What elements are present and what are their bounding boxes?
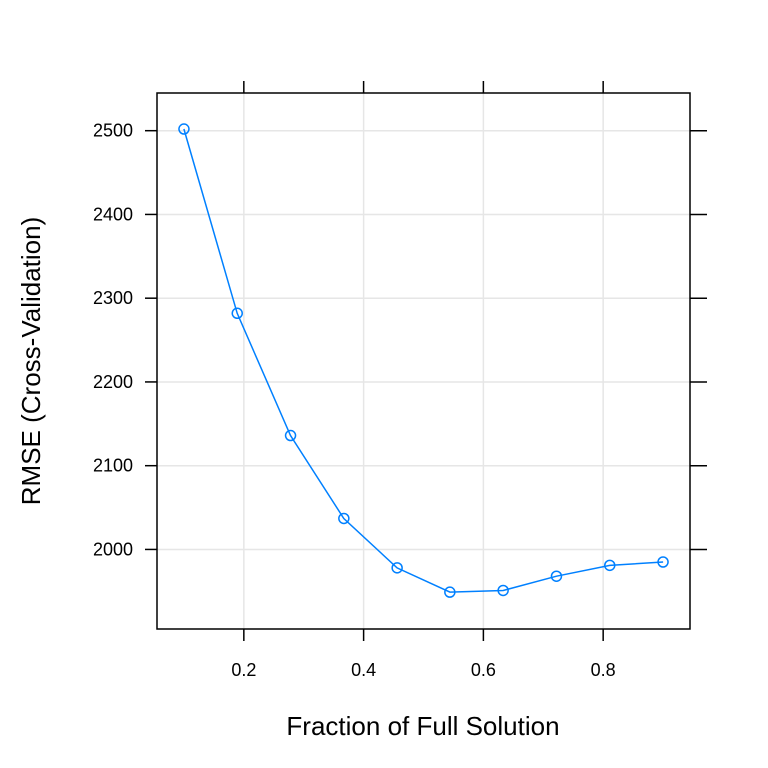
y-tick-label: 2200 bbox=[93, 372, 133, 392]
data-point bbox=[444, 586, 456, 598]
data-point bbox=[231, 307, 243, 320]
x-tick-label: 0.4 bbox=[351, 660, 376, 680]
y-tick-label: 2300 bbox=[93, 288, 133, 308]
x-tick-label: 0.2 bbox=[231, 660, 256, 680]
y-tick-label: 2400 bbox=[93, 204, 133, 224]
x-tick-label: 0.6 bbox=[471, 660, 496, 680]
y-tick-label: 2100 bbox=[93, 456, 133, 476]
x-axis-title: Fraction of Full Solution bbox=[286, 711, 559, 741]
data-point bbox=[550, 570, 563, 582]
data-point bbox=[497, 584, 509, 597]
x-axis-ticks: 0.2 0.4 0.6 0.8 bbox=[231, 81, 616, 680]
data-point bbox=[391, 562, 403, 574]
plot-frame bbox=[156, 92, 691, 630]
data-point bbox=[657, 556, 669, 568]
y-axis-ticks: 2000 2100 2200 2300 2400 2500 bbox=[93, 121, 707, 559]
x-tick-label: 0.8 bbox=[591, 660, 616, 680]
grid-lines bbox=[157, 93, 690, 629]
y-axis-title: RMSE (Cross-Validation) bbox=[16, 217, 46, 505]
data-point bbox=[338, 512, 350, 525]
data-point bbox=[604, 559, 616, 572]
y-tick-label: 2500 bbox=[93, 121, 133, 141]
data-point bbox=[284, 429, 297, 442]
series-line bbox=[183, 128, 664, 593]
series-line-group bbox=[178, 123, 669, 598]
y-tick-label: 2000 bbox=[93, 539, 133, 559]
data-point bbox=[178, 123, 190, 135]
